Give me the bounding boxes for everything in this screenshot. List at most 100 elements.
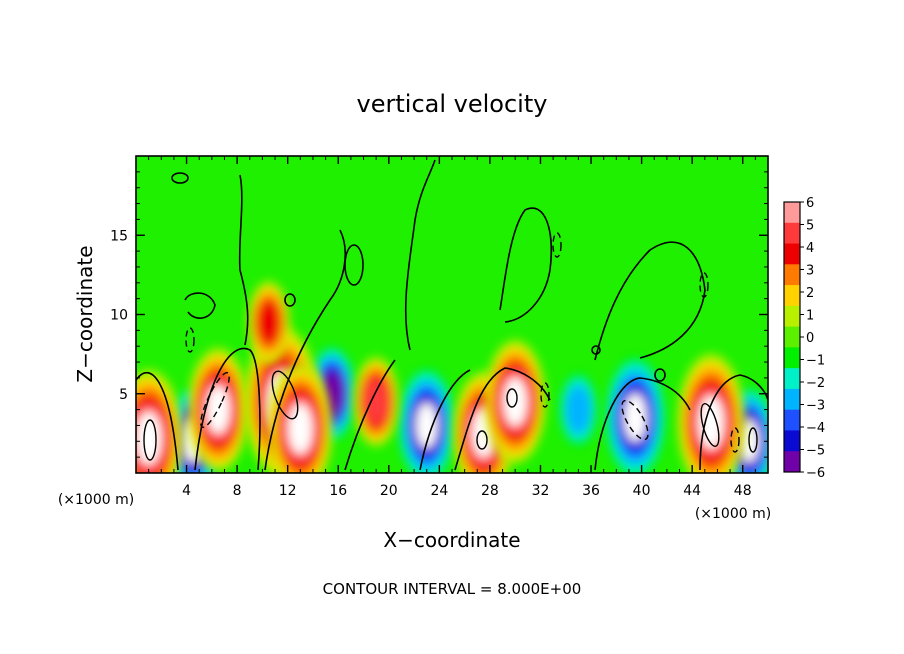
x-axis: 4 8 12 16 20 24 28 32 36 40 44 48 <box>148 156 756 499</box>
downdraft-contour <box>540 382 550 408</box>
zero-contour-line <box>184 292 216 319</box>
downdraft-contour <box>185 327 195 353</box>
zero-contour-line <box>344 359 396 471</box>
zero-contour-line <box>194 347 261 471</box>
x-tick-label: 4 <box>182 483 191 499</box>
updraft-contour <box>143 419 157 461</box>
colorbar-swatch <box>784 347 800 369</box>
x-tick-label: 20 <box>380 483 398 499</box>
updraft-contour <box>506 388 518 408</box>
downdraft-core <box>416 402 438 449</box>
updraft-contour <box>700 402 720 448</box>
x-axis-label: X−coordinate <box>383 528 520 552</box>
updraft-contour <box>476 430 488 450</box>
zero-contour-line <box>136 371 179 471</box>
zero-contour-line <box>591 345 601 355</box>
colorbar-label: −1 <box>806 354 825 369</box>
x-tick-label: 36 <box>582 483 600 499</box>
x-tick-label: 40 <box>633 483 651 499</box>
chart-title: vertical velocity <box>357 90 548 118</box>
colorbar-swatch <box>784 451 800 473</box>
y-tick-label: 15 <box>110 228 128 244</box>
updraft-level <box>256 299 281 346</box>
y-tick-label: 10 <box>110 308 128 324</box>
x-tick-label: 8 <box>233 483 242 499</box>
zero-contour-line <box>499 207 553 323</box>
updraft-cell <box>268 363 333 473</box>
colorbar-label: 4 <box>806 241 814 256</box>
zero-contour-line <box>171 172 189 184</box>
zero-contours <box>136 159 768 471</box>
updraft-cell <box>247 281 290 364</box>
updraft-level <box>364 379 389 425</box>
zero-contour-line <box>594 377 691 471</box>
zero-contour-line <box>654 368 666 382</box>
downdraft-core <box>624 393 647 442</box>
downdraft-contour <box>552 232 562 258</box>
updraft-contour <box>271 370 299 420</box>
updraft-cell <box>484 340 546 464</box>
zero-contour-line <box>419 369 471 471</box>
x-unit-left: (×1000 m) <box>58 492 134 508</box>
x-tick-label: 12 <box>279 483 297 499</box>
colorbar-swatch <box>784 243 800 265</box>
colorbar-label: −3 <box>806 399 825 414</box>
downdraft-contour <box>730 427 740 453</box>
zero-contour-line <box>344 244 364 286</box>
x-tick-label: 32 <box>532 483 550 499</box>
y-axis-label: Z−coordinate <box>73 245 97 382</box>
x-tick-label: 48 <box>734 483 752 499</box>
colorbar-swatch <box>784 368 800 390</box>
x-tick-label: 24 <box>430 483 448 499</box>
downdraft-level <box>565 385 592 434</box>
updraft-core <box>288 403 312 455</box>
updraft-cell <box>677 353 745 473</box>
downdraft-contour <box>699 272 709 298</box>
colorbar-label: 5 <box>806 219 814 234</box>
zero-contour-line <box>594 241 706 361</box>
colorbar-swatch <box>784 285 800 307</box>
colorbar-swatch <box>784 430 800 452</box>
zero-contour-line <box>404 159 436 351</box>
contour-interval-footer: CONTOUR INTERVAL = 8.000E+00 <box>323 580 582 598</box>
updraft-contours <box>143 370 758 461</box>
colorbar: 6 5 4 3 2 1 0 −1 −2 −3 −4 −5 −6 <box>783 196 825 481</box>
x-tick-label: 16 <box>329 483 347 499</box>
zero-contour-line <box>238 174 249 346</box>
zero-contour-line <box>454 367 551 471</box>
colorbar-swatch <box>784 409 800 431</box>
colorbar-label: 2 <box>806 286 814 301</box>
zero-contour-line <box>284 293 296 307</box>
colorbar-swatch <box>784 222 800 245</box>
updraft-core <box>698 395 724 450</box>
colorbar-label: −4 <box>806 421 825 436</box>
x-unit-right: (×1000 m) <box>695 506 771 522</box>
downdraft-cell <box>397 367 456 473</box>
downdraft-cell <box>604 355 666 473</box>
colorbar-swatch <box>784 264 800 286</box>
colorbar-label: 6 <box>806 196 814 211</box>
colorbar-label: 3 <box>806 264 814 279</box>
x-tick-label: 28 <box>481 483 499 499</box>
colorbar-swatch <box>784 202 800 224</box>
colorbar-swatch <box>784 305 800 328</box>
colorbar-label: −2 <box>806 376 825 391</box>
zero-contour-line <box>699 374 768 471</box>
updraft-contour <box>748 427 758 453</box>
updraft-core <box>136 411 161 465</box>
plot-area <box>136 156 768 473</box>
y-axis: 5 10 15 <box>110 171 768 458</box>
colorbar-label: 1 <box>806 309 814 324</box>
velocity-field <box>136 281 768 473</box>
colorbar-label: −5 <box>806 444 825 459</box>
colorbar-label: −6 <box>806 466 825 481</box>
downdraft-contour <box>621 399 649 441</box>
colorbar-swatch <box>784 388 800 411</box>
colorbar-swatch <box>784 326 800 348</box>
downdraft-cell <box>559 371 598 448</box>
colorbar-label: 0 <box>806 331 814 346</box>
x-tick-label: 44 <box>683 483 701 499</box>
updraft-cell <box>353 357 399 447</box>
y-tick-label: 5 <box>119 387 128 403</box>
